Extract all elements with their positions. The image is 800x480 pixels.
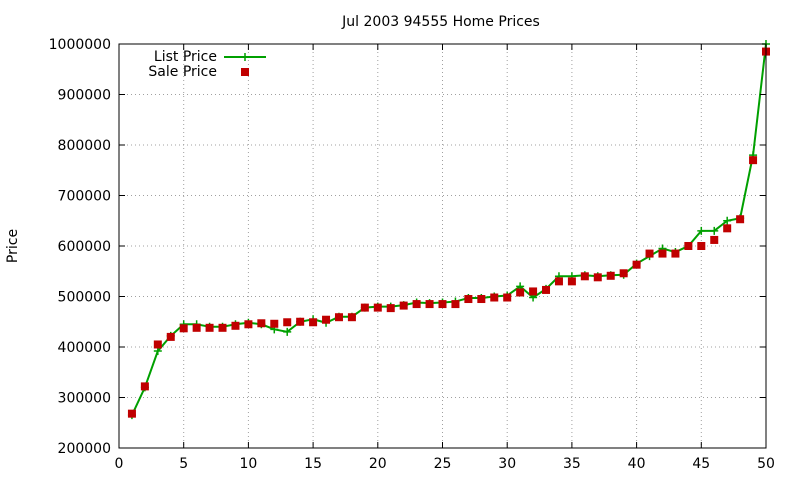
sale-price-point [360,303,369,312]
legend-label-list-price: List Price [154,49,217,65]
sale-price-point [723,224,732,233]
sale-price-point [619,269,628,278]
y-tick-label: 300000 [58,391,111,407]
y-axis: 200000 300000 400000 500000 600000 700000 8000… [49,37,766,457]
sale-price-point [283,318,292,327]
sale-price-point [205,323,214,332]
x-axis: 0 5 10 15 20 25 30 35 40 45 50 [115,44,775,472]
legend-label-sale-price: Sale Price [148,64,217,80]
series-layer [127,40,770,420]
sale-price-point [438,300,447,309]
x-tick-label: 25 [434,456,452,472]
sale-price-point [347,313,356,322]
sale-price-point [244,320,253,329]
chart-title: Jul 2003 94555 Home Prices [341,14,540,30]
sale-price-point [749,156,758,165]
sale-price-point [373,303,382,312]
sale-price-point [580,272,589,281]
sale-price-point [127,409,136,418]
sale-price-point [218,323,227,332]
sale-price-point [529,287,538,296]
sale-price-point [309,318,318,327]
sale-price-point [322,315,331,324]
sale-price-point [736,215,745,224]
sale-price-point [257,319,266,328]
sale-price-point [412,300,421,309]
legend-marker-list-price [241,53,249,61]
sale-price-point [399,301,408,310]
list-price-point [723,216,732,225]
legend: List Price Sale Price [148,49,266,80]
y-axis-label: Price [5,229,21,263]
sale-price-point [658,249,667,258]
sale-price-point [166,332,175,341]
x-tick-label: 35 [563,456,581,472]
sale-price-point [464,295,473,304]
sale-price-point [451,300,460,309]
y-tick-label: 700000 [58,189,111,205]
sale-price-point [554,277,563,286]
list-price-point [710,226,719,235]
x-tick-label: 45 [692,456,710,472]
sale-price-point [153,340,162,349]
sale-price-point [567,277,576,286]
x-tick-label: 0 [115,456,124,472]
sale-price-point [645,249,654,258]
sale-price-point [334,313,343,322]
y-tick-label: 900000 [58,88,111,104]
x-tick-label: 30 [498,456,516,472]
y-tick-label: 1000000 [49,37,111,53]
x-tick-label: 40 [628,456,646,472]
y-tick-label: 800000 [58,138,111,154]
legend-marker-sale-price [241,68,249,76]
sale-price-point [697,242,706,250]
sale-price-point [542,285,551,294]
x-tick-label: 50 [757,456,775,472]
list-price-point [697,226,706,235]
x-tick-label: 20 [369,456,387,472]
sale-price-point [140,382,149,391]
sale-price-point [425,300,434,309]
x-tick-label: 15 [304,456,322,472]
x-tick-label: 5 [179,456,188,472]
sale-price-point [296,317,305,326]
sale-price-point [231,321,240,330]
sale-price-point [477,295,486,304]
y-tick-label: 200000 [58,441,111,457]
sale-price-point [192,323,201,332]
grid [119,44,766,448]
sale-price-point [684,242,693,250]
sale-price-point [179,324,188,333]
x-tick-label: 10 [239,456,257,472]
sale-price-point [671,249,680,258]
sale-price-point [606,271,615,280]
y-tick-label: 400000 [58,340,111,356]
sale-price-point [710,235,719,244]
y-tick-label: 600000 [58,239,111,255]
y-tick-label: 500000 [58,290,111,306]
sale-price-point [386,304,395,313]
list-price-point [283,327,292,336]
sale-price-point [490,293,499,302]
sale-price-point [503,293,512,302]
sale-price-point [593,273,602,282]
list-price-line [131,43,767,416]
sale-price-point [516,288,525,297]
sale-price-point [270,319,279,328]
sale-price-point [632,260,641,269]
